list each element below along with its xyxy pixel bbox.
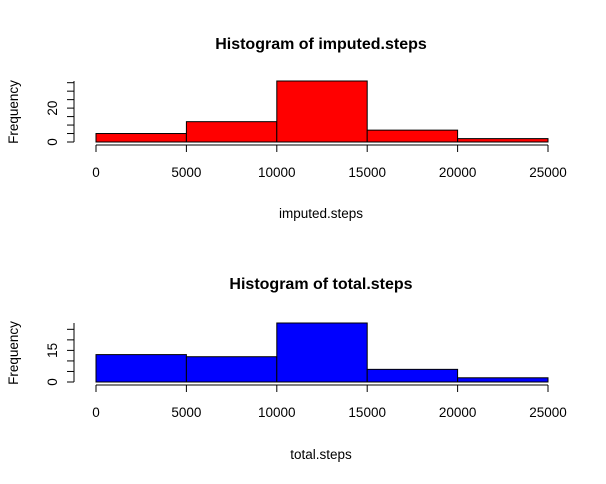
histogram-bar: [95, 354, 187, 383]
x-tick-label: 25000: [529, 405, 567, 420]
histogram-bar: [185, 356, 278, 383]
bars-group: [95, 322, 549, 383]
x-axis-label: imputed.steps: [279, 206, 363, 221]
y-tick-label: 20: [45, 101, 60, 116]
histogram-bar: [366, 368, 459, 383]
x-tick-label: 15000: [348, 165, 386, 180]
bars-group: [95, 80, 549, 143]
chart-title: Histogram of imputed.steps: [215, 36, 427, 53]
x-tick-label: 0: [92, 165, 100, 180]
x-axis: 0 5000 10000 15000 20000 25000: [92, 384, 567, 420]
x-tick-label: 0: [92, 405, 100, 420]
x-axis-label: total.steps: [290, 447, 352, 462]
y-tick-label: 0: [45, 378, 60, 386]
x-tick-label: 20000: [439, 405, 477, 420]
histogram-bar: [185, 121, 278, 143]
x-tick-label: 5000: [171, 405, 201, 420]
histogram-bar: [457, 377, 549, 383]
histogram-bar: [276, 80, 368, 143]
histogram-bar: [95, 133, 187, 143]
histogram-bar: [457, 138, 549, 143]
x-tick-label: 15000: [348, 405, 386, 420]
chart-title: Histogram of total.steps: [229, 276, 412, 293]
y-axis-label: Frequency: [6, 80, 21, 144]
x-tick-label: 10000: [258, 165, 296, 180]
y-tick-label: 15: [45, 343, 60, 358]
y-axis: 0 15: [45, 323, 75, 386]
y-tick-label: 0: [45, 138, 60, 146]
histogram-bar: [366, 129, 459, 143]
x-tick-label: 10000: [258, 405, 296, 420]
histogram-panel-total: Histogram of total.steps total.steps Fre…: [6, 276, 567, 462]
x-tick-label: 5000: [171, 165, 201, 180]
histogram-panel-imputed: Histogram of imputed.steps imputed.steps…: [6, 36, 567, 221]
y-axis-label: Frequency: [6, 321, 21, 385]
histogram-bar: [276, 322, 368, 383]
x-tick-label: 20000: [439, 165, 477, 180]
x-axis: 0 5000 10000 15000 20000 25000: [92, 144, 567, 180]
x-tick-label: 25000: [529, 165, 567, 180]
y-axis: 0 20: [45, 81, 75, 146]
